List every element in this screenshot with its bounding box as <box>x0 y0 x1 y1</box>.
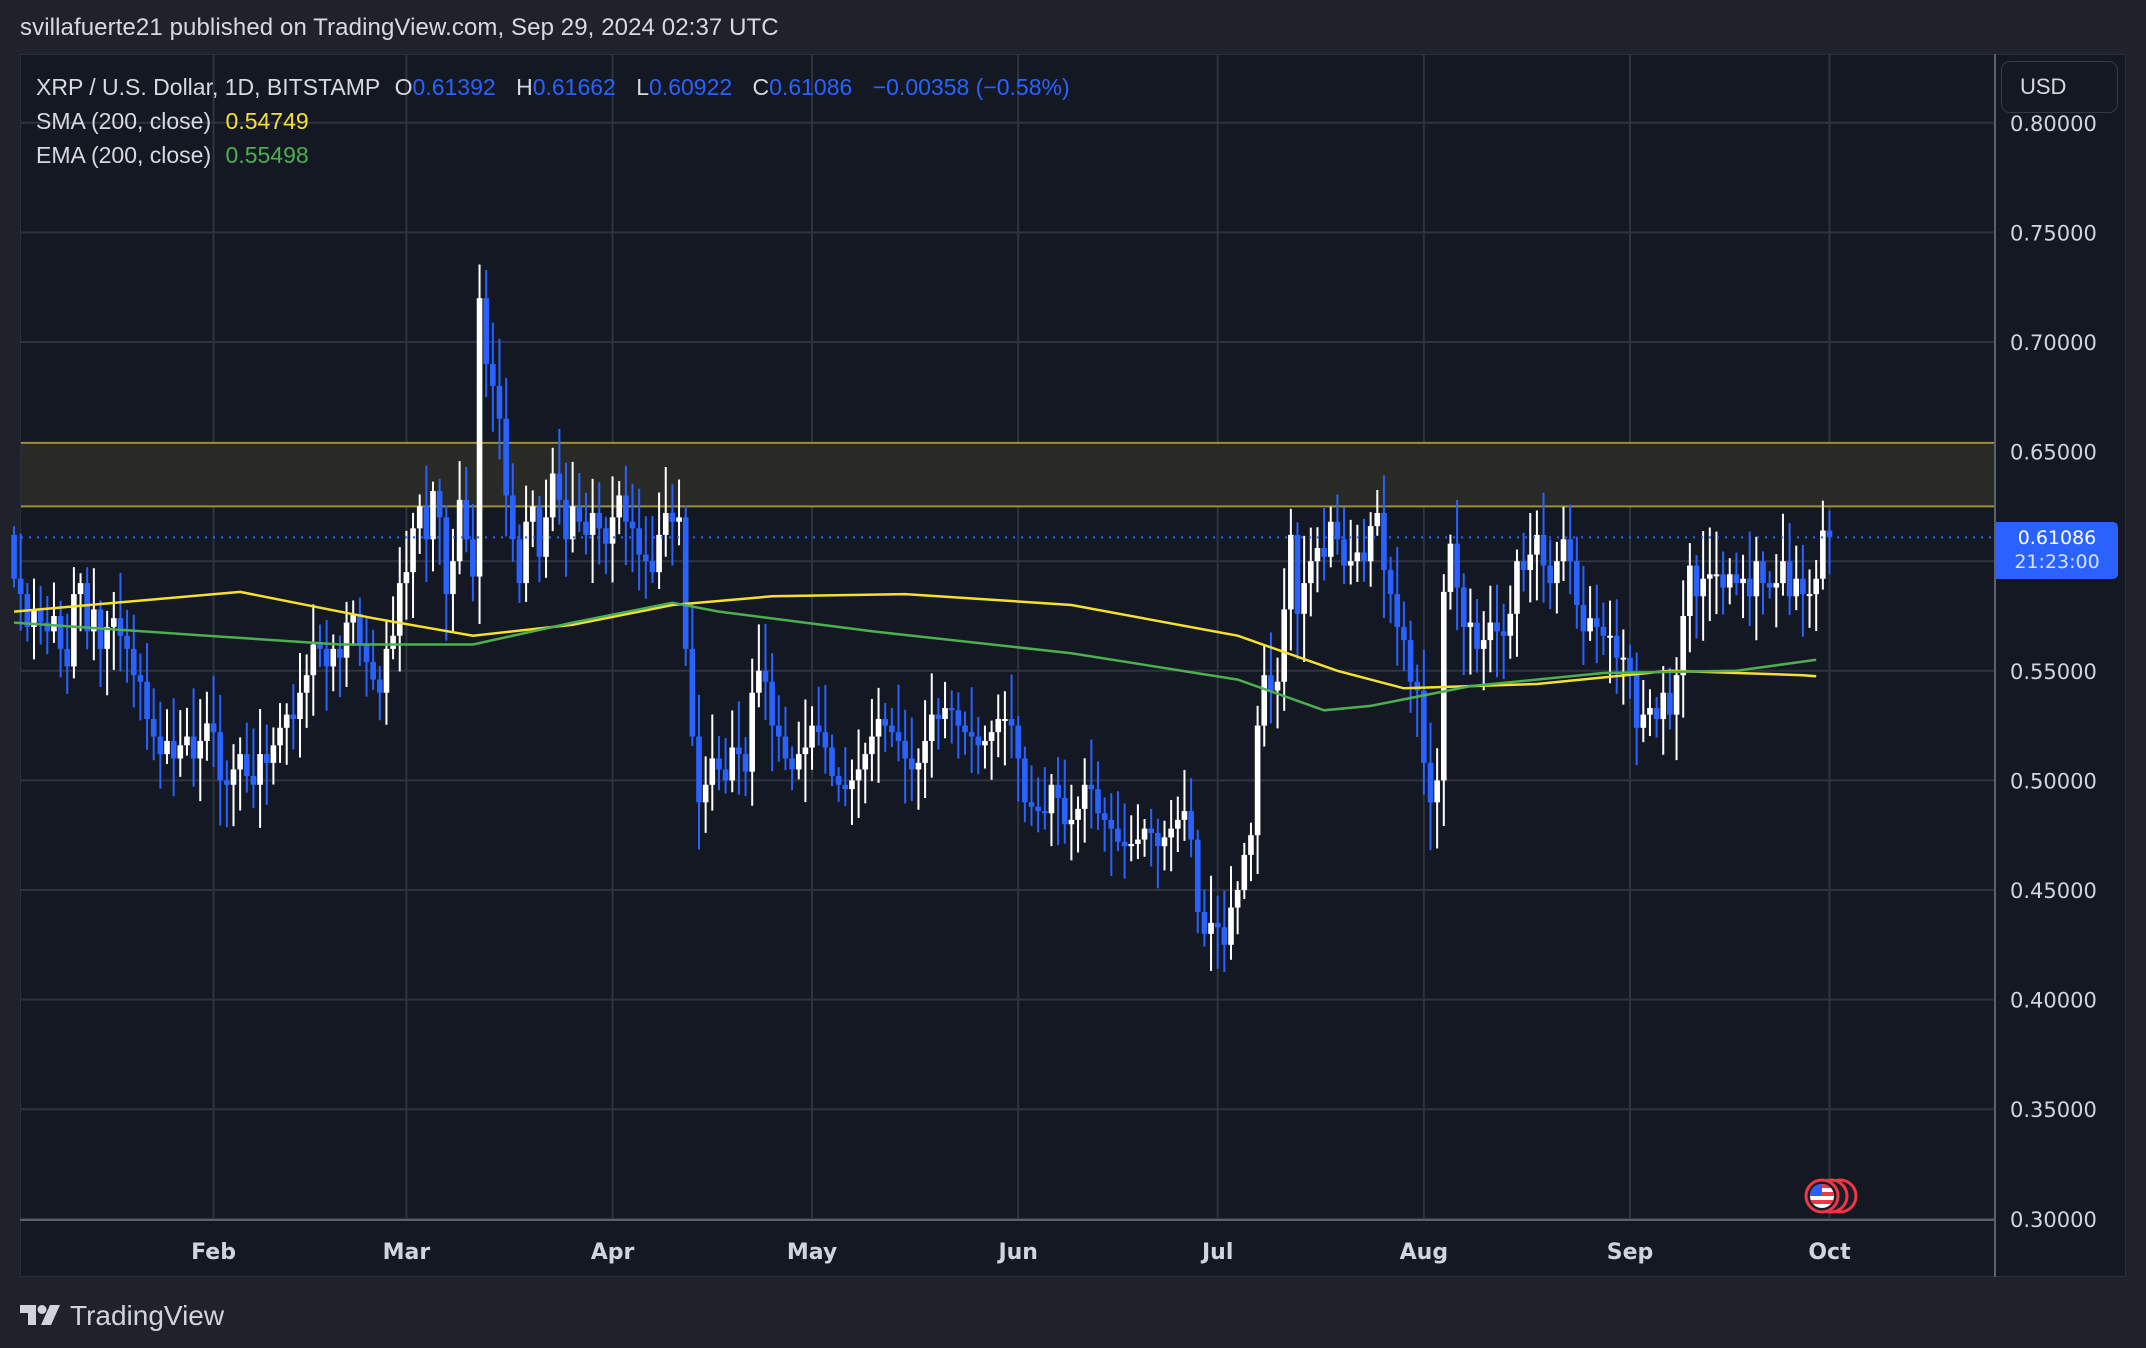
svg-text:Feb: Feb <box>191 1240 236 1265</box>
svg-text:Oct: Oct <box>1808 1240 1851 1265</box>
bar-countdown: 21:23:00 <box>2014 551 2100 573</box>
tradingview-logo[interactable]: TradingView <box>20 1300 224 1332</box>
low-label: L <box>636 74 650 100</box>
svg-text:0.65000: 0.65000 <box>2010 441 2097 465</box>
svg-text:0.70000: 0.70000 <box>2010 331 2097 355</box>
last-price-label: 0.61086 21:23:00 <box>1996 522 2118 579</box>
candlesticks <box>11 264 1833 973</box>
close-value: 0.61086 <box>769 74 853 100</box>
publish-info: svillafuerte21 published on TradingView.… <box>20 14 779 41</box>
sma-label: SMA (200, close) <box>36 108 212 134</box>
svg-text:0.55000: 0.55000 <box>2010 660 2097 684</box>
time-axis-labels: Feb Mar Apr May Jun Jul Aug Sep Oct <box>191 1240 1851 1265</box>
svg-text:Aug: Aug <box>1400 1240 1448 1265</box>
change-value: −0.00358 (−0.58%) <box>872 74 1070 100</box>
high-value: 0.61662 <box>532 74 616 100</box>
svg-text:0.75000: 0.75000 <box>2010 221 2097 245</box>
brand-name: TradingView <box>70 1300 225 1331</box>
moving-averages <box>13 590 1817 712</box>
svg-text:Sep: Sep <box>1607 1240 1654 1265</box>
svg-text:0.45000: 0.45000 <box>2010 879 2097 903</box>
tradingview-logo-icon <box>20 1305 60 1325</box>
resistance-zone <box>21 441 1994 508</box>
open-value: 0.61392 <box>412 74 496 100</box>
low-value: 0.60922 <box>649 74 733 100</box>
us-flag-events-icon[interactable] <box>1804 1178 1858 1214</box>
price-axis-labels: 0.800000.750000.700000.650000.600000.550… <box>2010 112 2097 1232</box>
sma-value: 0.54749 <box>225 108 309 134</box>
svg-text:0.35000: 0.35000 <box>2010 1098 2097 1122</box>
last-price-value: 0.61086 <box>2017 527 2097 549</box>
high-label: H <box>516 74 533 100</box>
ema-label: EMA (200, close) <box>36 142 212 168</box>
close-label: C <box>752 74 770 100</box>
chart-legend: XRP / U.S. Dollar, 1D, BITSTAMP O0.61392… <box>36 70 1070 172</box>
ema-value: 0.55498 <box>225 142 309 168</box>
svg-text:0.50000: 0.50000 <box>2010 769 2097 793</box>
symbol-title[interactable]: XRP / U.S. Dollar, 1D, BITSTAMP <box>36 74 381 100</box>
ohlc-row: XRP / U.S. Dollar, 1D, BITSTAMP O0.61392… <box>36 70 1070 104</box>
svg-text:0.40000: 0.40000 <box>2010 989 2097 1013</box>
svg-text:0.80000: 0.80000 <box>2010 112 2097 136</box>
svg-text:0.30000: 0.30000 <box>2010 1208 2097 1232</box>
svg-text:Jul: Jul <box>1200 1240 1233 1265</box>
svg-text:Jun: Jun <box>996 1240 1038 1265</box>
svg-text:Mar: Mar <box>383 1240 431 1265</box>
svg-text:May: May <box>787 1240 837 1265</box>
svg-text:Apr: Apr <box>591 1240 635 1265</box>
grid-lines <box>21 55 1994 1220</box>
sma-row[interactable]: SMA (200, close) 0.54749 <box>36 104 1070 138</box>
currency-button[interactable]: USD <box>2001 61 2118 113</box>
ema-row[interactable]: EMA (200, close) 0.55498 <box>36 138 1070 172</box>
open-label: O <box>394 74 413 100</box>
